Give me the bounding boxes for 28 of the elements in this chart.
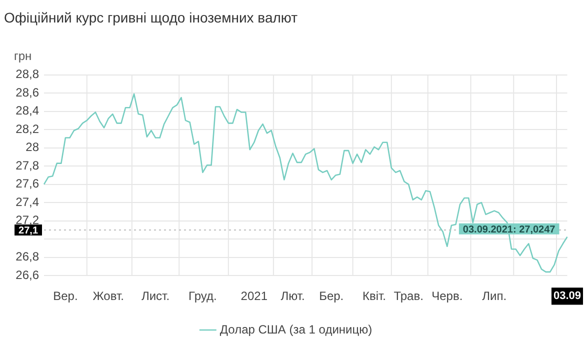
x-tick-label: Лют.	[280, 289, 305, 304]
y-tick-label: 27,4	[16, 194, 40, 209]
y-tick-label: 27,2	[16, 213, 40, 228]
x-tick-label: 03.09	[553, 290, 581, 302]
x-tick-label: Жовт.	[92, 289, 124, 304]
x-tick-label: Груд.	[188, 289, 217, 304]
x-tick-label: Лист.	[141, 289, 170, 304]
chart-title: Офіційний курс гривні щодо іноземних валют	[4, 9, 298, 26]
y-tick-label: 27,8	[16, 158, 40, 172]
x-tick-label: Лип.	[482, 289, 507, 304]
y-tick-label: 26,6	[16, 268, 40, 282]
y-tick-label: 28	[26, 140, 40, 154]
x-tick-label: Квіт.	[362, 289, 386, 304]
x-tick-label: Трав.	[394, 289, 424, 304]
y-tick-label: 28,6	[16, 85, 40, 100]
x-tick-label: 2021	[240, 289, 268, 304]
x-tick-label: Бер.	[319, 289, 344, 304]
ref-line-label: 27,1	[18, 226, 38, 237]
x-tick-label: Вер.	[53, 289, 78, 304]
y-tick-label: 26,8	[16, 250, 40, 264]
y-axis-title: грн	[14, 49, 32, 64]
y-tick-label: 27,6	[16, 176, 40, 191]
y-tick-label: 28,4	[16, 104, 40, 118]
y-tick-label: 28,8	[16, 67, 40, 82]
legend-label: Долар США (за 1 одиницю)	[220, 322, 372, 336]
annotation: 03.09.2021: 27,0247	[462, 224, 556, 236]
y-tick-label: 28,2	[16, 122, 40, 136]
x-tick-label: Черв.	[432, 289, 463, 304]
